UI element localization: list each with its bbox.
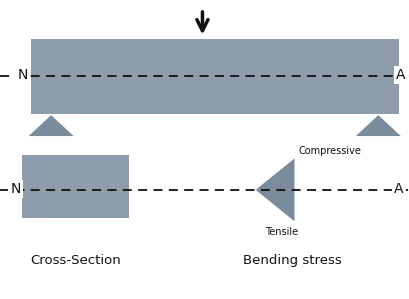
Polygon shape bbox=[29, 115, 74, 136]
Text: Bending stress: Bending stress bbox=[243, 254, 342, 267]
Text: Tensile: Tensile bbox=[265, 227, 298, 237]
Text: N: N bbox=[10, 182, 21, 196]
Polygon shape bbox=[356, 115, 401, 136]
Text: N: N bbox=[17, 68, 28, 82]
Polygon shape bbox=[31, 39, 399, 114]
Text: A: A bbox=[396, 68, 406, 82]
Polygon shape bbox=[22, 155, 129, 218]
Polygon shape bbox=[256, 158, 294, 190]
Text: Cross-Section: Cross-Section bbox=[30, 254, 121, 267]
Text: Compressive: Compressive bbox=[299, 146, 362, 156]
Text: A: A bbox=[394, 182, 404, 196]
Polygon shape bbox=[256, 190, 294, 221]
